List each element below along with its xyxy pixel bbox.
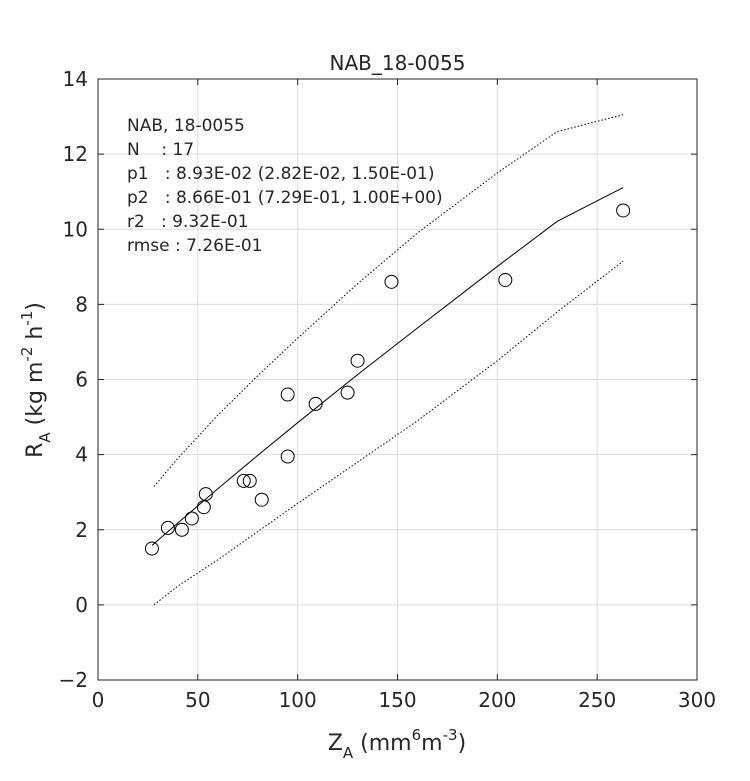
data-point [236, 473, 251, 488]
chart-title: NAB_18-0055 [330, 51, 466, 75]
y-tick-label: 0 [75, 593, 88, 617]
x-tick-label: 50 [185, 688, 210, 712]
x-tick-label: 150 [378, 688, 416, 712]
y-axis-ticks: −2 0 2 4 6 8 10 12 14 [59, 67, 697, 692]
annotation-line-station: NAB, 18-0055 [127, 116, 245, 136]
x-axis-label: ZA (mm6m-3) [328, 726, 466, 762]
stats-annotation: NAB, 18-0055 N : 17 p1 : 8.93E-02 (2.82E… [127, 116, 443, 256]
data-point [242, 473, 257, 488]
y-tick-label: 6 [75, 368, 88, 392]
data-point [350, 353, 365, 368]
y-tick-label: 2 [75, 518, 88, 542]
data-points [144, 203, 631, 556]
y-tick-label: 12 [63, 142, 88, 166]
data-point [616, 203, 631, 218]
x-tick-label: 100 [279, 688, 317, 712]
data-point [254, 492, 269, 507]
data-point [280, 387, 295, 402]
data-point [184, 511, 199, 526]
y-tick-label: 14 [63, 67, 88, 91]
x-axis-ticks: 0 50 100 150 200 250 300 [92, 79, 716, 712]
annotation-line-p1: p1 : 8.93E-02 (2.82E-02, 1.50E-01) [127, 164, 435, 184]
annotation-line-p2: p2 : 8.66E-01 (7.29E-01, 1.00E+00) [127, 188, 443, 208]
data-point [340, 385, 355, 400]
data-point [198, 487, 213, 502]
y-tick-label: −2 [59, 668, 88, 692]
grid-lines [98, 79, 697, 680]
data-point [308, 396, 323, 411]
data-point [280, 449, 295, 464]
y-axis-label: RA (kg m-2 h-1) [18, 302, 54, 458]
x-tick-label: 0 [92, 688, 105, 712]
y-tick-label: 4 [75, 443, 88, 467]
annotation-line-rmse: rmse : 7.26E-01 [127, 236, 262, 256]
data-point [174, 522, 189, 537]
data-point [144, 541, 159, 556]
y-tick-label: 8 [75, 292, 88, 316]
data-point [384, 274, 399, 289]
x-tick-label: 200 [478, 688, 516, 712]
data-point [498, 272, 513, 287]
y-tick-label: 10 [63, 217, 88, 241]
annotation-line-r2: r2 : 9.32E-01 [127, 212, 249, 232]
data-point [160, 520, 175, 535]
x-tick-label: 300 [678, 688, 716, 712]
x-tick-label: 250 [578, 688, 616, 712]
annotation-line-n: N : 17 [127, 140, 194, 160]
